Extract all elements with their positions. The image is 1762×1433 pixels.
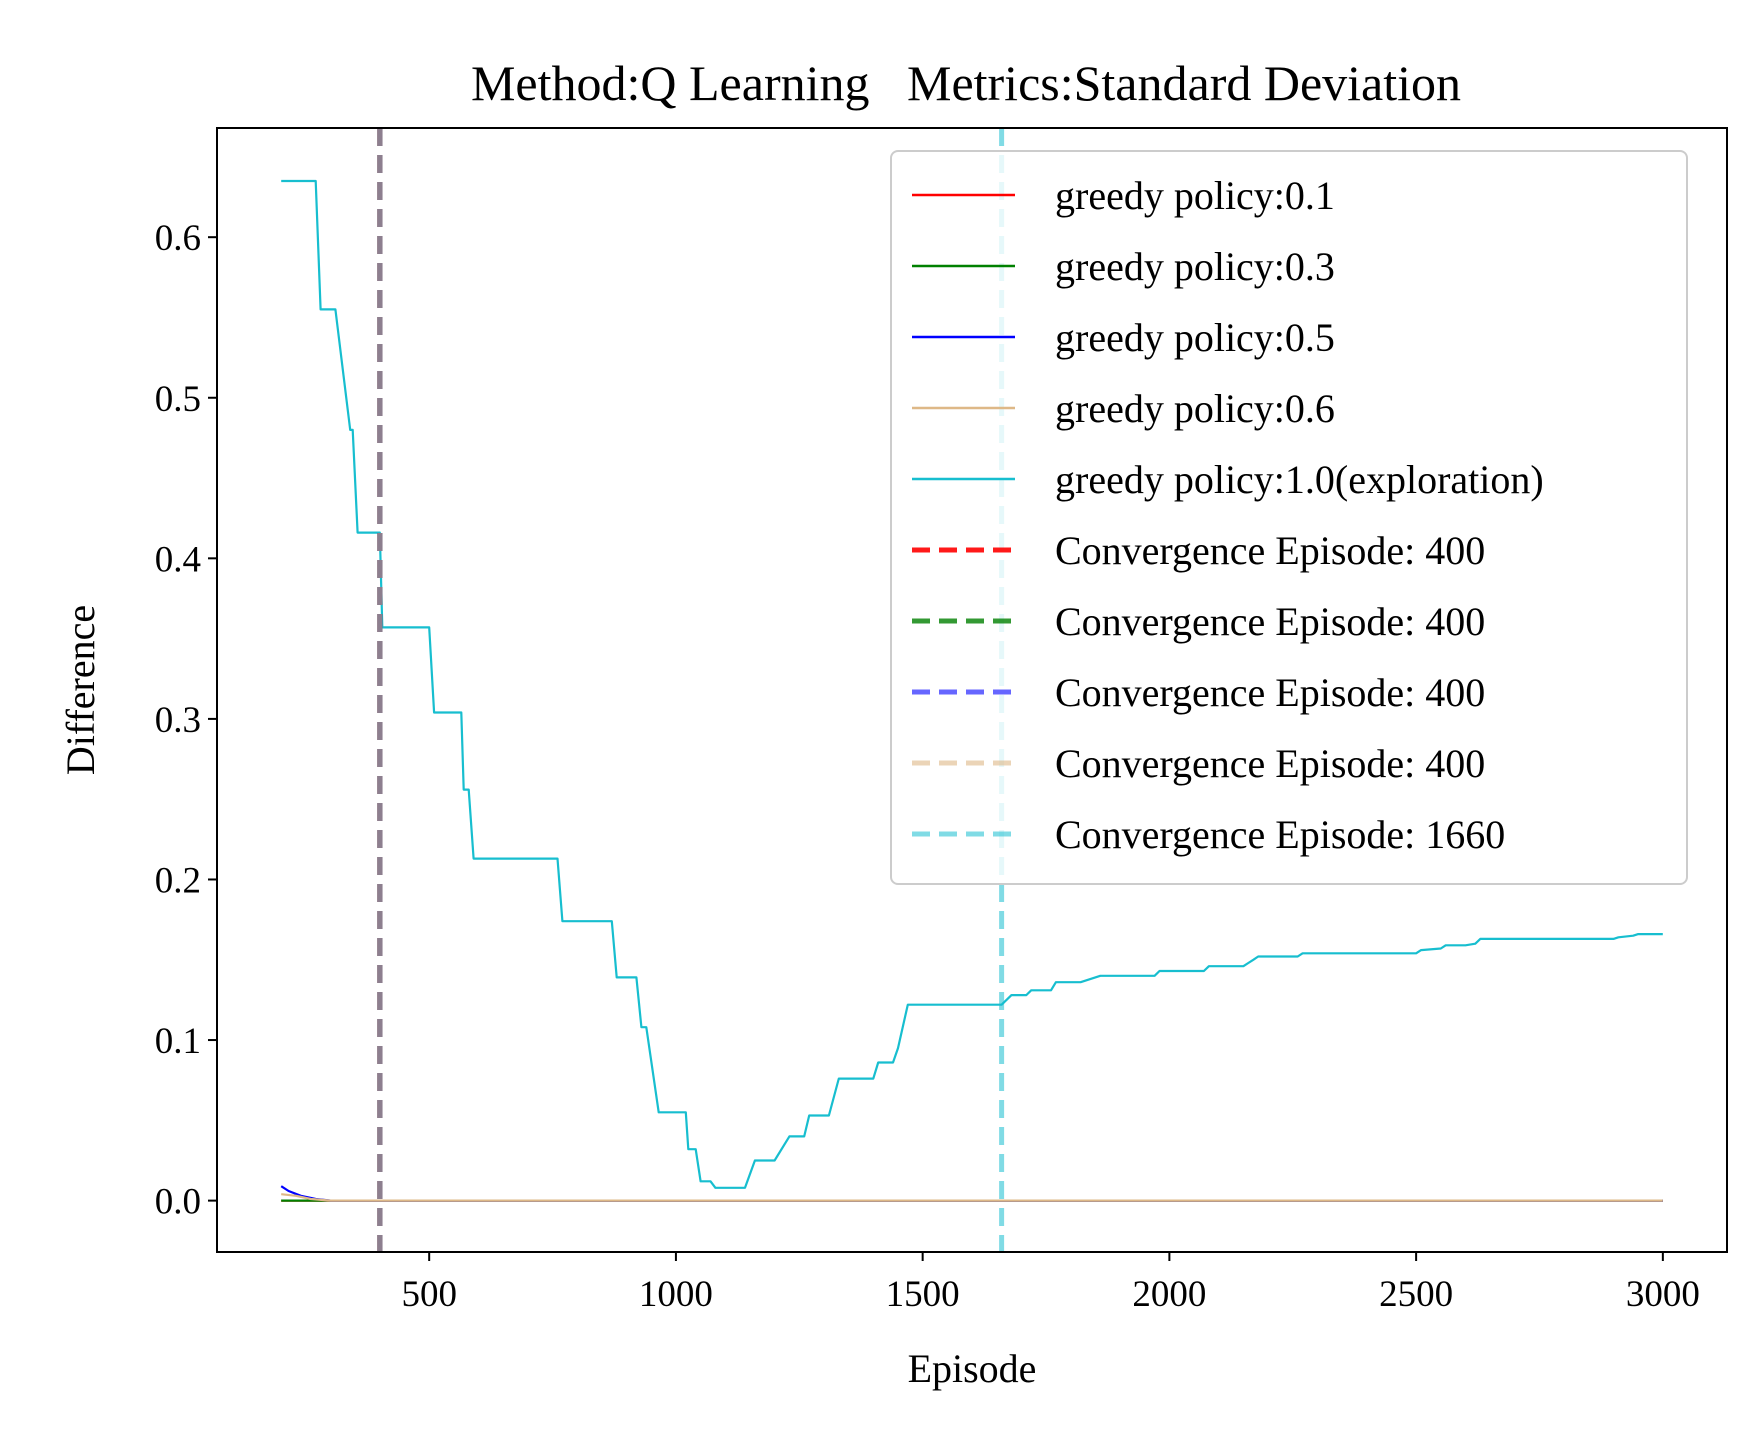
y-axis: 0.0 0.1 0.2 0.3 0.4 0.5 0.6 xyxy=(155,218,217,1223)
legend-label-6: Convergence Episode: 400 xyxy=(1055,599,1485,644)
y-tick-label: 0.0 xyxy=(155,1182,201,1223)
legend-label-9: Convergence Episode: 1660 xyxy=(1055,812,1505,857)
plot-frame xyxy=(216,127,1728,1253)
plot-area xyxy=(280,128,1663,1252)
x-axis: 500 1000 1500 2000 2500 3000 xyxy=(401,1252,1700,1315)
series-line-4 xyxy=(281,179,1663,1189)
x-tick-label: 3000 xyxy=(1626,1274,1700,1315)
legend: greedy policy:0.1 greedy policy:0.3 greedy… xyxy=(890,150,1688,885)
x-axis-label: Episode xyxy=(908,1346,1037,1391)
chart-title: Method:Q Learning Metrics:Standard Devia… xyxy=(471,55,1461,111)
legend-label-1: greedy policy:0.3 xyxy=(1055,244,1335,289)
x-tick-label: 2500 xyxy=(1379,1274,1453,1315)
x-tick-label: 1500 xyxy=(886,1274,960,1315)
y-tick-label: 0.3 xyxy=(155,700,201,741)
legend-box xyxy=(890,150,1688,885)
y-tick-label: 0.4 xyxy=(155,539,201,580)
y-tick-label: 0.2 xyxy=(155,860,201,901)
legend-label-8: Convergence Episode: 400 xyxy=(1055,741,1485,786)
x-tick-label: 500 xyxy=(401,1274,457,1315)
legend-label-7: Convergence Episode: 400 xyxy=(1055,670,1485,715)
series-line-3 xyxy=(281,1193,1663,1202)
y-tick-label: 0.6 xyxy=(155,218,201,259)
legend-label-0: greedy policy:0.1 xyxy=(1055,173,1335,218)
x-tick-label: 1000 xyxy=(639,1274,713,1315)
legend-label-5: Convergence Episode: 400 xyxy=(1055,528,1485,573)
x-tick-label: 2000 xyxy=(1132,1274,1206,1315)
y-tick-label: 0.5 xyxy=(155,379,201,420)
legend-label-2: greedy policy:0.5 xyxy=(1055,315,1335,360)
y-axis-label: Difference xyxy=(58,605,103,775)
legend-label-3: greedy policy:0.6 xyxy=(1055,386,1335,431)
legend-label-4: greedy policy:1.0(exploration) xyxy=(1055,457,1544,502)
y-tick-label: 0.1 xyxy=(155,1021,201,1062)
